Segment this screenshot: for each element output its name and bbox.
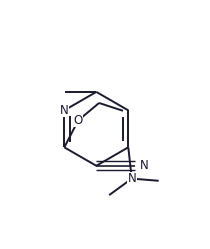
Text: O: O: [74, 114, 83, 127]
Text: N: N: [140, 159, 148, 172]
Text: N: N: [127, 172, 136, 185]
Text: N: N: [60, 104, 69, 117]
